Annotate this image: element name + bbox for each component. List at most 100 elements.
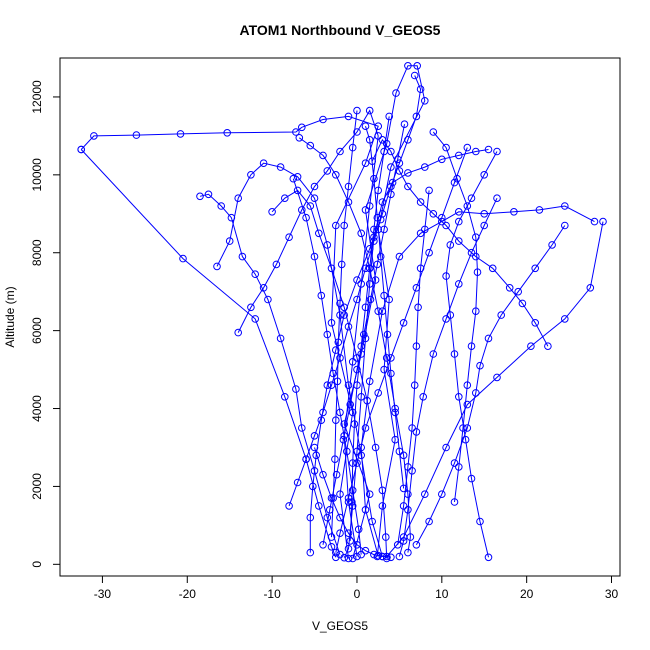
data-point [476,361,484,370]
data-point [461,435,470,444]
data-point [319,541,327,549]
data-point [319,470,327,479]
data-point [412,541,421,549]
data-point [455,237,463,245]
data-point [348,502,357,510]
series-line-10 [343,149,489,558]
data-series-group [77,62,607,563]
data-point [391,408,400,417]
data-point [393,541,402,549]
data-point [586,284,595,292]
data-point [387,369,395,378]
data-point [473,268,482,277]
data-point [337,260,346,269]
data-point [455,393,463,401]
data-point [298,123,306,132]
data-point [348,358,357,366]
data-point [467,248,476,257]
data-point [336,529,344,538]
data-point [518,299,527,308]
data-point [247,171,255,179]
series-line-20 [349,116,390,541]
data-point [317,291,326,300]
data-point [348,143,357,152]
data-point [176,130,185,138]
data-point [472,252,480,261]
x-axis-label: V_GEOS5 [312,619,368,633]
data-point [281,194,289,202]
data-point [463,202,472,210]
plot-frame [59,57,621,577]
data-point [353,552,361,561]
data-point [472,233,480,241]
data-point [463,143,472,152]
data-point [421,163,429,171]
data-point [382,533,390,541]
data-point [410,71,419,80]
data-point [344,322,353,331]
data-point [463,381,472,390]
data-point [425,517,433,526]
data-point [421,490,429,499]
data-point [247,303,255,312]
data-point [446,241,455,249]
data-point [366,295,375,304]
data-point [374,389,383,397]
data-point [412,342,421,351]
data-point [421,97,429,105]
series-line-22 [292,178,362,555]
data-point [374,551,383,560]
data-point [259,159,268,167]
data-point [323,241,332,249]
data-point [472,389,480,397]
data-point [319,151,327,160]
data-point [326,506,334,514]
data-point [365,490,374,499]
y-tick-label-1: 2000 [30,473,44,500]
data-point [450,178,459,187]
data-point [332,416,340,425]
data-point [561,221,569,230]
data-point [361,546,370,555]
data-point [438,213,446,222]
data-point [336,299,344,308]
series-24 [361,122,408,493]
y-tick-label-5: 10000 [30,158,44,192]
series-line-12 [371,138,549,347]
series-4 [382,217,607,561]
data-point [544,342,552,351]
series-1 [77,112,383,563]
data-point [285,233,293,241]
series-line-2 [80,149,337,558]
data-point [421,225,429,234]
series-line-14 [432,131,479,503]
data-point [276,163,285,171]
data-point [334,338,343,347]
data-point [599,217,607,226]
data-point [387,182,395,191]
data-point [374,307,383,316]
data-point [302,213,310,222]
x-tick-label-3: 0 [354,587,361,601]
data-point [344,544,353,553]
data-point [399,484,408,493]
data-point [404,136,412,144]
data-point [413,62,422,70]
data-point [331,455,339,464]
data-point [344,182,353,191]
data-point [371,443,380,452]
series-13 [442,147,501,562]
series-18 [393,186,433,549]
data-point [382,139,391,148]
data-point [238,252,247,261]
x-tick-label-1: -20 [179,587,197,601]
data-point [327,319,336,327]
data-point [310,194,319,202]
data-point [463,400,472,409]
data-point [196,192,204,201]
data-point [365,136,374,144]
data-point [357,550,366,559]
data-point [336,354,344,362]
data-point [361,159,370,167]
